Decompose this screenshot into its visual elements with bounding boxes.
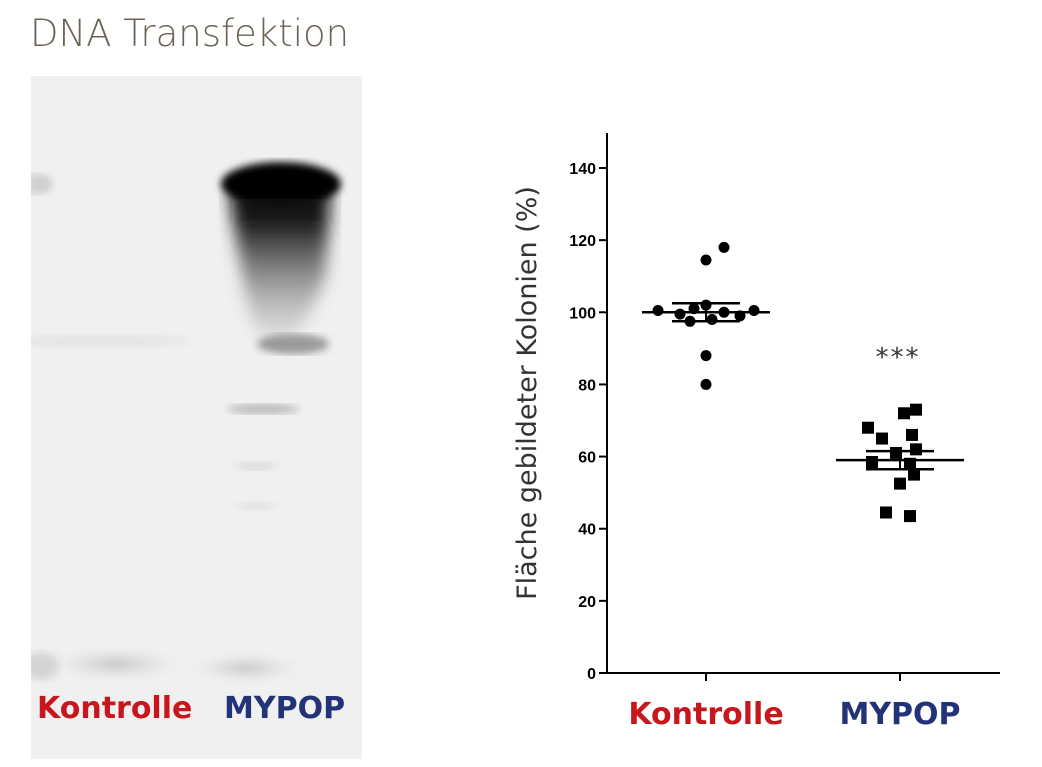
data-point-mypop [862,421,874,434]
data-point-mypop [894,477,906,490]
data-point-mypop [908,468,920,481]
data-point-mypop [910,443,922,456]
data-point-kontrolle [700,378,712,390]
y-tick-label: 80 [578,377,596,394]
y-tick-label: 40 [578,522,596,539]
y-tick-label: 100 [569,305,596,322]
data-point-kontrolle [674,308,686,320]
x-category-label-kontrolle: Kontrolle [628,697,783,732]
data-point-mypop [880,506,892,519]
data-point-mypop [866,455,878,468]
data-point-mypop [906,428,918,441]
western-blot-image: Kontrolle MYPOP [31,76,362,759]
data-point-kontrolle [718,306,730,318]
western-blot-bands [31,76,362,759]
data-point-mypop [910,403,922,416]
data-point-kontrolle [700,350,712,362]
data-point-kontrolle [748,304,760,316]
data-point-kontrolle [734,310,746,322]
data-point-kontrolle [684,315,696,327]
data-point-mypop [890,446,902,459]
y-tick-label: 140 [569,161,596,178]
page-title: DNA Transfektion [30,12,350,55]
data-point-kontrolle [652,304,664,316]
data-point-kontrolle [688,303,700,315]
y-tick-label: 0 [587,666,596,683]
data-point-kontrolle [700,254,712,266]
y-tick-label: 60 [578,450,596,467]
data-point-kontrolle [718,241,730,253]
data-point-kontrolle [700,299,712,311]
data-point-kontrolle [706,314,718,325]
y-axis-label: Fläche gebildeter Kolonien (%) [512,186,543,600]
x-category-label-mypop: MYPOP [839,697,960,732]
blot-label-kontrolle: Kontrolle [37,691,193,726]
y-tick-label: 120 [569,233,596,250]
data-point-mypop [898,407,910,420]
blot-label-mypop: MYPOP [224,691,346,726]
significance-annotation: *** [876,343,921,373]
y-tick-label: 20 [578,594,596,611]
data-point-mypop [876,432,888,445]
data-point-mypop [904,510,916,523]
data-point-mypop [904,457,916,470]
